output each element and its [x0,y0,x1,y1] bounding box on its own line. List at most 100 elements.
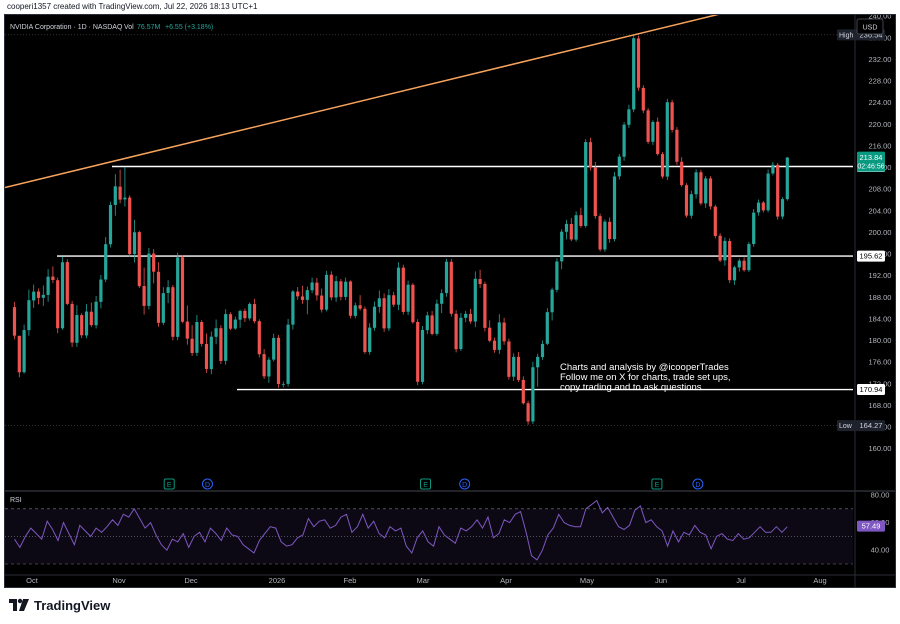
candle-body [728,241,732,281]
rsi-label: RSI [10,497,22,504]
time-axis[interactable]: Oct Nov Dec 2026 Feb Mar Apr May Jun Jul Aug [5,574,895,585]
candle-body [670,102,674,130]
time-tick-label: Jun [655,576,667,585]
candle [617,154,621,180]
candle [694,169,698,199]
candle [603,219,607,252]
candle [507,338,511,380]
event-marker[interactable]: E [420,478,432,490]
candle [382,293,386,332]
candle [704,175,708,208]
candle-body [51,276,55,281]
candle [670,99,674,133]
time-tick-label: May [580,576,594,585]
candle [22,324,26,374]
candle [132,219,137,263]
currency-button[interactable] [856,18,884,35]
candle-body [752,212,756,244]
candle-body [291,291,295,325]
chart-frame[interactable]: E D E D E D 160.00164.00168.00172.00176.00180… [4,14,896,588]
candle [214,319,218,345]
event-marker-dividend-icon [201,478,213,490]
low-tag-bg [837,420,885,432]
candle [36,288,41,305]
candle-body [219,328,223,361]
candle [56,277,60,334]
candle-body [228,314,233,329]
candle-body [324,274,329,310]
candle [488,320,492,343]
price-chart[interactable]: E D E D E D 160.00164.00168.00172.00176.00180… [5,15,895,587]
candle-body [80,315,84,336]
rsi-tick-label: 40.00 [871,546,890,555]
candle-body [161,293,165,323]
candle [680,157,684,187]
candle-body [776,164,780,217]
candle-body [75,314,79,343]
candle [483,281,487,332]
candle-body [473,278,477,322]
candle-body [627,109,631,125]
candle-body [492,340,497,350]
price-tick-label: 208.00 [869,185,892,194]
candle [569,217,573,242]
candle-body [344,281,348,297]
candle [526,400,530,425]
candle-body [737,260,741,268]
price-axis[interactable]: 160.00164.00168.00172.00176.00180.00184.… [837,15,891,587]
candle [564,219,569,240]
candle [180,255,185,324]
candle-body [214,328,218,337]
candle [723,237,727,266]
candle-body [252,304,257,322]
price-tick-label: 172.00 [869,379,892,388]
candle [233,316,237,330]
candle-body [377,298,381,307]
candle [656,117,660,156]
candle [123,166,127,207]
currency-button-label[interactable]: USD [863,25,878,32]
trendline[interactable] [5,15,807,189]
event-marker-label: D [205,482,210,489]
candle [776,162,780,220]
brand[interactable]: TradingView [8,596,110,614]
candle [598,213,602,252]
candle-body [166,287,170,293]
candle-body [171,287,175,337]
candle-body [646,110,650,142]
candle [113,174,117,216]
candle-body [536,356,540,368]
candle-body [200,322,204,344]
candle [646,107,650,144]
candle [550,287,554,321]
rsi-pane[interactable] [14,499,788,561]
rsi-current-value: 57.49 [862,522,881,531]
candle [228,312,233,331]
candle [612,171,617,242]
candle [176,252,180,341]
candle-body [416,321,420,382]
level-tag-3: 170.94 [860,385,883,394]
event-marker[interactable]: D [201,478,213,490]
candles[interactable] [12,34,789,425]
candle [737,258,741,272]
candle [651,120,655,145]
candle [46,269,50,302]
time-tick-label: Aug [813,576,826,585]
candle-body [608,221,612,240]
candle-body [617,156,621,177]
candle-body [521,379,525,404]
event-marker[interactable]: E [651,478,663,490]
candle [377,290,381,313]
event-marker[interactable]: D [692,478,704,490]
annotation-line-1: Charts and analysis by @icooperTrades [560,362,729,373]
candle-body [392,295,396,305]
candle-body [368,327,372,353]
candle [473,271,477,328]
event-marker[interactable]: D [459,478,471,490]
event-marker[interactable]: E [163,478,175,490]
candle [190,325,194,356]
candle [468,308,473,324]
price-tick-label: 160.00 [869,444,892,453]
